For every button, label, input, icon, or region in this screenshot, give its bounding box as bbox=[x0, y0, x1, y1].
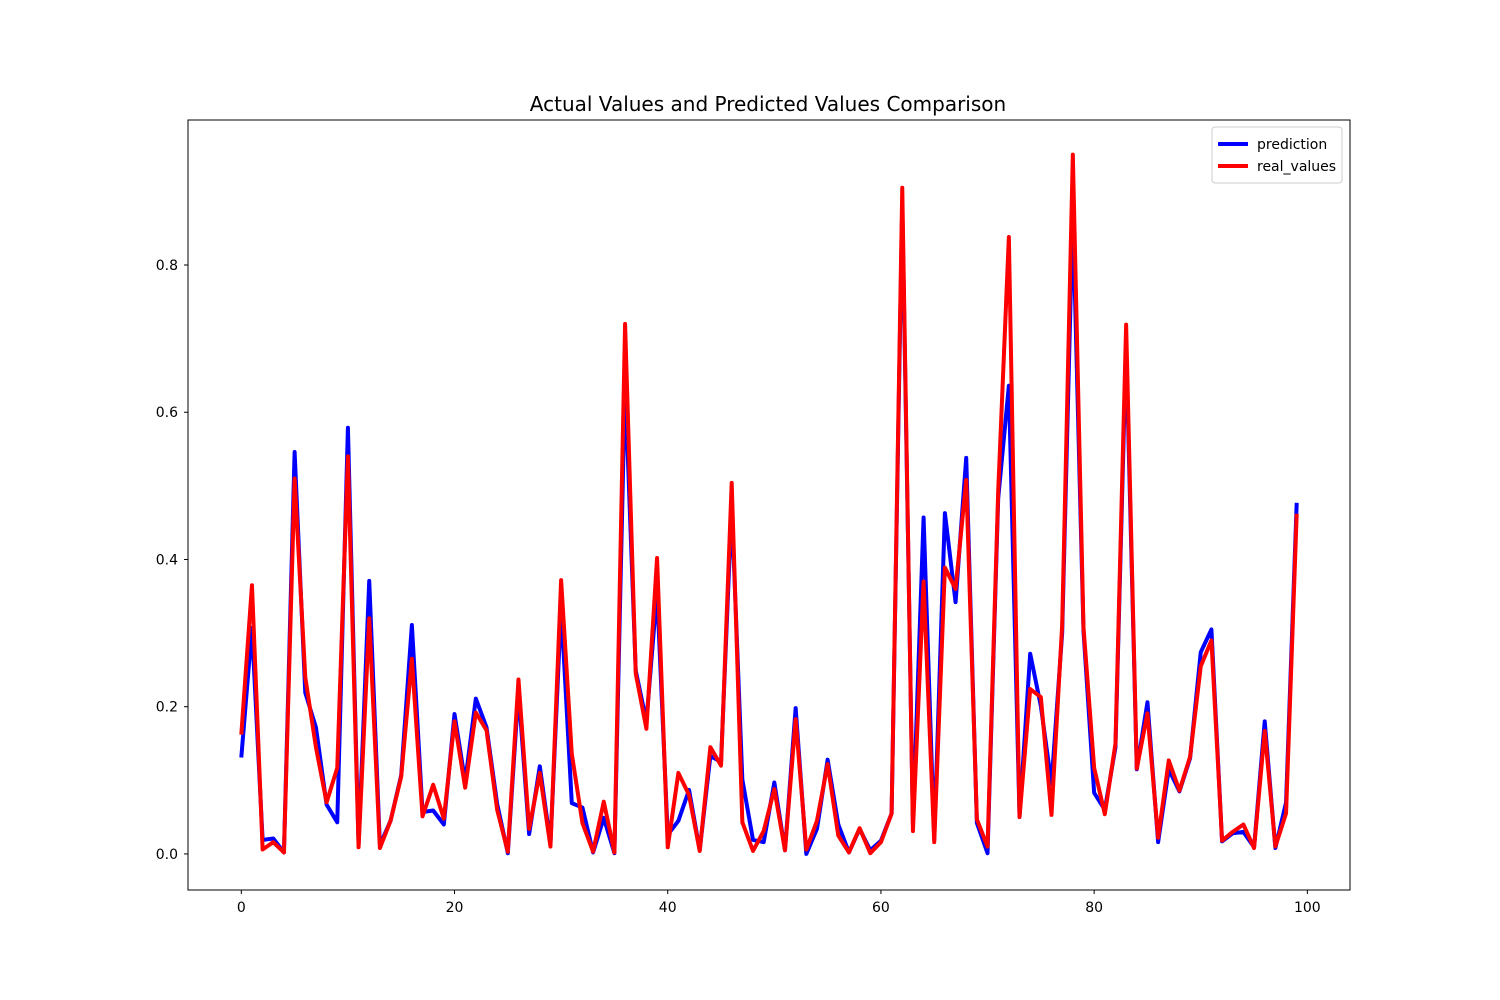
plot-area-frame bbox=[187, 119, 1351, 891]
x-tick-label: 60 bbox=[872, 900, 890, 916]
legend-box bbox=[1211, 126, 1343, 184]
legend-label-prediction: prediction bbox=[1257, 137, 1327, 153]
x-tick-label: 40 bbox=[659, 900, 677, 916]
x-axis: 0 20 40 60 80 100 bbox=[237, 890, 1321, 916]
x-tick-label: 100 bbox=[1294, 900, 1321, 916]
series-line-real-values bbox=[239, 152, 1299, 856]
y-tick-label: 0.8 bbox=[156, 258, 178, 274]
y-tick-label: 0.4 bbox=[156, 552, 178, 568]
legend: prediction real_values bbox=[1211, 126, 1343, 184]
legend-label-real-values: real_values bbox=[1257, 159, 1336, 175]
y-tick-label: 0.0 bbox=[156, 847, 178, 863]
y-tick-label: 0.6 bbox=[156, 405, 178, 421]
y-axis: 0.0 0.2 0.4 0.6 0.8 bbox=[156, 258, 188, 863]
y-tick-label: 0.2 bbox=[156, 700, 178, 716]
x-tick-label: 0 bbox=[237, 900, 246, 916]
x-tick-label: 20 bbox=[446, 900, 464, 916]
series-layer bbox=[239, 152, 1299, 856]
chart-title: Actual Values and Predicted Values Compa… bbox=[530, 92, 1006, 116]
x-tick-label: 80 bbox=[1085, 900, 1103, 916]
